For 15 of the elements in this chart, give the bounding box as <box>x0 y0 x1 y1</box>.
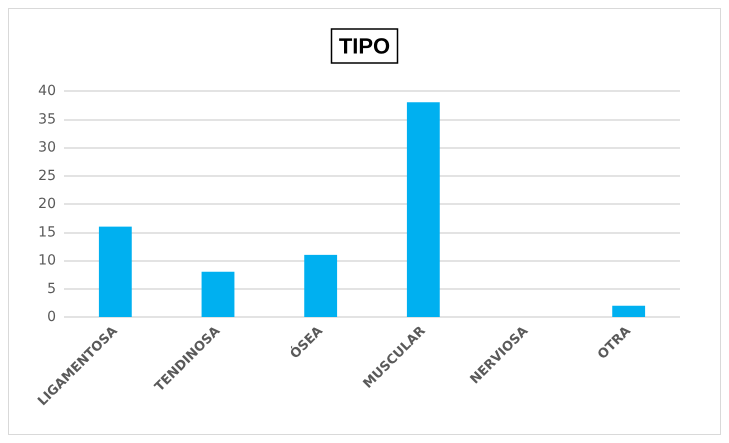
y-tick-label: 10 <box>38 252 56 268</box>
bar <box>304 254 338 317</box>
bar <box>406 102 440 317</box>
bar <box>202 272 234 317</box>
bar <box>98 226 132 317</box>
y-tick-label: 25 <box>38 168 56 184</box>
y-tick-label: 20 <box>38 196 56 212</box>
y-tick-label: 35 <box>38 111 56 128</box>
y-tick-label: 5 <box>47 280 56 297</box>
chart-title: TIPO <box>338 34 390 58</box>
y-tick-label: 0 <box>47 309 56 325</box>
y-tick-label: 30 <box>38 140 56 156</box>
y-tick-label: 40 <box>38 83 56 99</box>
bar <box>612 306 646 317</box>
y-tick-label: 15 <box>38 224 56 240</box>
